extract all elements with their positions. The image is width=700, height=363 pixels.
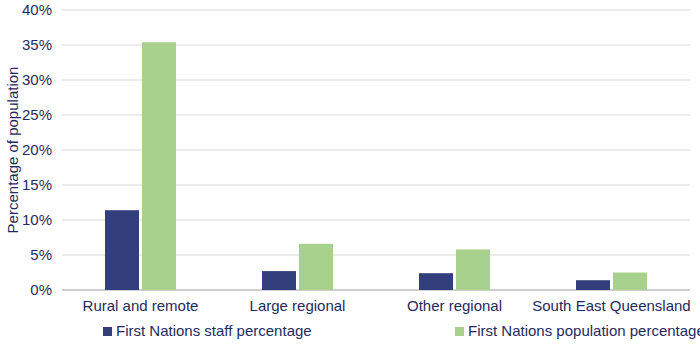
bar: [576, 280, 610, 290]
tick-label: 10%: [22, 211, 52, 228]
legend-label: First Nations staff percentage: [116, 322, 312, 339]
tick-label: 5%: [30, 246, 52, 263]
bar: [419, 273, 453, 290]
category-label: South East Queensland: [532, 297, 690, 314]
tick-label: 40%: [22, 1, 52, 18]
grid-line: [62, 10, 690, 11]
tick-label: 35%: [22, 36, 52, 53]
legend-label: First Nations population percentage: [468, 322, 700, 339]
bar: [456, 249, 490, 290]
tick-label: 30%: [22, 71, 52, 88]
bar: [262, 271, 296, 290]
legend-swatch: [103, 327, 112, 336]
bars: [105, 42, 647, 290]
bar: [613, 273, 647, 291]
tick-label: 0%: [30, 281, 52, 298]
chart: 0% 5% 10% 15% 20% 25% 30% 35% 40% Percentage of p…: [0, 0, 700, 363]
bar: [142, 42, 176, 290]
bar: [105, 210, 139, 290]
y-axis-label: Percentage of population: [4, 67, 21, 234]
bar: [299, 244, 333, 290]
legend-swatch: [455, 327, 464, 336]
category-label: Rural and remote: [83, 297, 199, 314]
category-label: Other regional: [407, 297, 502, 314]
tick-label: 25%: [22, 106, 52, 123]
legend: First Nations staff percentage First Nati…: [103, 322, 700, 339]
category-label: Large regional: [250, 297, 346, 314]
tick-label: 20%: [22, 141, 52, 158]
tick-label: 15%: [22, 176, 52, 193]
